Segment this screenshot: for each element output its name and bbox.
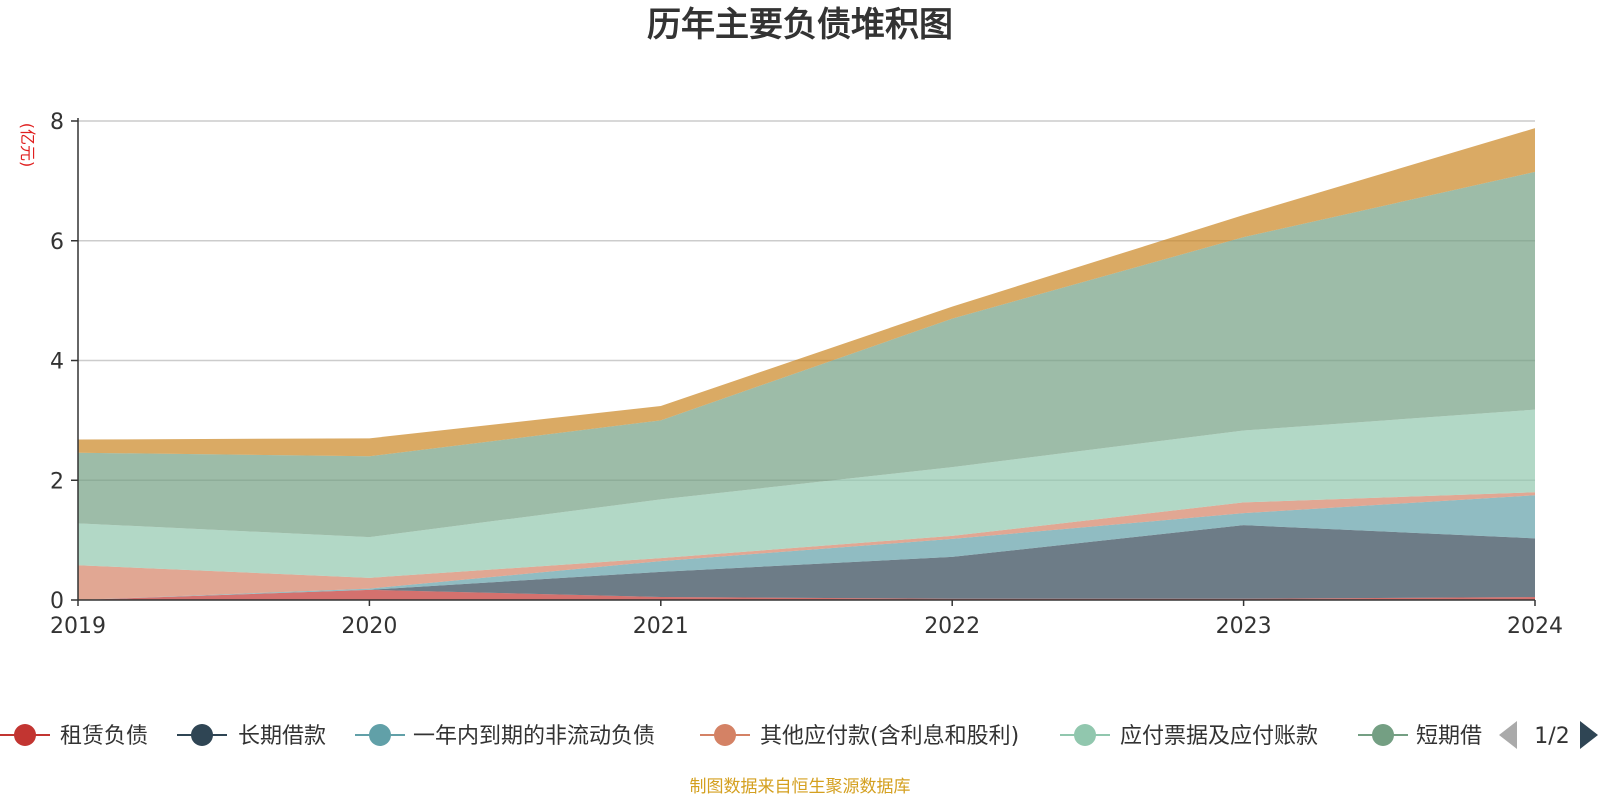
legend-circle-icon — [191, 724, 213, 746]
legend-items: 租赁负债 长期借款 一年内到期的非流动负债 其他应付款(含利息和股利) 应付票据及应付账… — [0, 724, 1482, 749]
x-tick-label: 2019 — [50, 614, 106, 639]
x-tick-label: 2021 — [633, 614, 689, 639]
legend-label: 一年内到期的非流动负债 — [413, 724, 655, 749]
area-series-3 — [78, 492, 1535, 600]
area-series-1 — [78, 525, 1535, 600]
area-series-2 — [78, 495, 1535, 600]
legend-item-1[interactable]: 长期借款 — [177, 724, 326, 749]
x-tick-label: 2023 — [1216, 614, 1272, 639]
legend-item-5[interactable]: 短期借 — [1358, 724, 1482, 749]
x-tick-label: 2024 — [1507, 614, 1563, 639]
legend-prev-page-icon[interactable] — [1499, 721, 1517, 749]
y-tick-label: 6 — [50, 230, 64, 255]
chart-title: 历年主要负债堆积图 — [647, 5, 953, 45]
legend-circle-icon — [369, 724, 391, 746]
legend-label: 短期借 — [1416, 724, 1482, 749]
y-tick-label: 0 — [50, 589, 64, 614]
x-tick-label: 2020 — [341, 614, 397, 639]
legend-item-4[interactable]: 应付票据及应付账款 — [1060, 724, 1318, 749]
area-series-5 — [78, 171, 1535, 538]
legend-label: 长期借款 — [238, 724, 326, 749]
y-tick-label: 8 — [50, 110, 64, 135]
legend-circle-icon — [1074, 724, 1096, 746]
legend: 租赁负债 长期借款 一年内到期的非流动负债 其他应付款(含利息和股利) 应付票据及应付账… — [0, 721, 1598, 749]
y-axis-unit-label: (亿元) — [18, 123, 37, 168]
source-note: 制图数据来自恒生聚源数据库 — [690, 777, 911, 797]
legend-label: 应付票据及应付账款 — [1120, 724, 1318, 749]
legend-circle-icon — [714, 724, 736, 746]
legend-item-0[interactable]: 租赁负债 — [0, 724, 148, 749]
legend-label: 其他应付款(含利息和股利) — [760, 724, 1019, 749]
legend-item-3[interactable]: 其他应付款(含利息和股利) — [700, 724, 1019, 749]
legend-page-indicator: 1/2 — [1534, 724, 1569, 749]
area-series-0 — [78, 589, 1535, 600]
axes: 0 2 4 6 8 2019 2020 2021 2022 2023 2024 — [50, 110, 1563, 639]
area-series-group — [78, 128, 1535, 600]
y-tick-label: 4 — [50, 350, 64, 375]
legend-label: 租赁负债 — [60, 724, 148, 749]
legend-item-2[interactable]: 一年内到期的非流动负债 — [355, 724, 655, 749]
x-tick-label: 2022 — [924, 614, 980, 639]
legend-next-page-icon[interactable] — [1580, 721, 1598, 749]
area-series-4 — [78, 409, 1535, 578]
y-tick-label: 2 — [50, 469, 64, 494]
legend-circle-icon — [14, 724, 36, 746]
legend-circle-icon — [1372, 724, 1394, 746]
